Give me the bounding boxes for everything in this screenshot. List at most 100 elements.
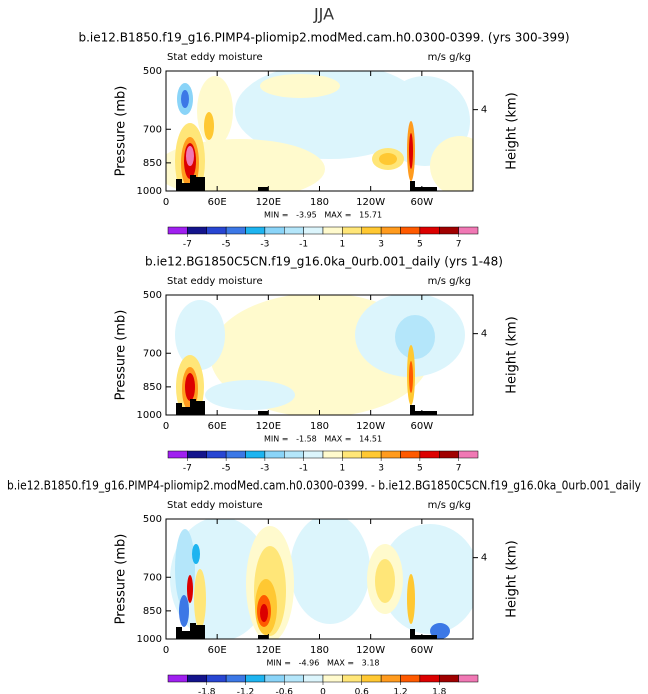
colorbar-label: -3 bbox=[260, 240, 269, 250]
y2-axis-label: Height (km) bbox=[505, 540, 520, 617]
colorbar-label: 3 bbox=[378, 240, 384, 250]
colorbar-box bbox=[206, 674, 227, 683]
x-tick-label: 60E bbox=[208, 421, 227, 432]
stats: MIN = -4.96 MAX = 3.18 bbox=[267, 659, 380, 668]
contour-field bbox=[175, 295, 465, 415]
colorbar-box bbox=[342, 674, 362, 683]
colorbar-label: 5 bbox=[417, 464, 423, 474]
y-tick-label: 500 bbox=[143, 290, 162, 301]
left-label: Stat eddy moisture bbox=[167, 500, 263, 511]
colorbar-box bbox=[361, 450, 382, 459]
y-axis-label: Pressure (mb) bbox=[114, 310, 129, 401]
x-tick-label: 60W bbox=[411, 197, 434, 208]
colorbar-box bbox=[400, 674, 421, 683]
colorbar-label: 1 bbox=[340, 240, 346, 250]
colorbar-box bbox=[167, 674, 188, 683]
colorbar-box bbox=[303, 450, 324, 459]
x-tick-label: 0 bbox=[163, 421, 169, 432]
colorbar-box bbox=[400, 450, 421, 459]
colorbar-label: 3 bbox=[378, 464, 384, 474]
colorbar-label: -3 bbox=[260, 464, 269, 474]
right-label: m/s g/kg bbox=[428, 500, 471, 511]
colorbar-box bbox=[225, 674, 246, 683]
y-axis-label: Pressure (mb) bbox=[114, 86, 129, 177]
colorbar-box bbox=[284, 226, 304, 235]
y-tick-label: 700 bbox=[143, 124, 162, 135]
panel-title: b.ie12.B1850.f19_g16.PIMP4-pliomip2.modM… bbox=[7, 479, 641, 493]
colorbar-box bbox=[419, 450, 440, 459]
y2-tick-label: 4 bbox=[481, 329, 487, 340]
colorbar-box bbox=[303, 226, 324, 235]
colorbar-label: 5 bbox=[417, 240, 423, 250]
colorbar-box bbox=[419, 226, 440, 235]
colorbar-box bbox=[264, 674, 285, 683]
colorbar-label: -1.2 bbox=[237, 688, 255, 694]
colorbar-label: 1.8 bbox=[432, 688, 447, 694]
x-tick-label: 180 bbox=[310, 421, 329, 432]
colorbar-box bbox=[206, 226, 227, 235]
colorbar-box bbox=[380, 450, 401, 459]
y-tick-label: 700 bbox=[143, 348, 162, 359]
x-tick-label: 120W bbox=[356, 197, 385, 208]
left-label: Stat eddy moisture bbox=[167, 276, 263, 287]
y-tick-label: 1000 bbox=[137, 186, 162, 197]
x-tick-label: 60E bbox=[208, 197, 227, 208]
stats: MIN = -3.95 MAX = 15.71 bbox=[264, 211, 382, 220]
y-tick-label: 850 bbox=[143, 606, 162, 617]
colorbar-label: -7 bbox=[183, 240, 192, 250]
x-tick-label: 180 bbox=[310, 197, 329, 208]
colorbar-box bbox=[303, 674, 324, 683]
x-tick-label: 0 bbox=[163, 197, 169, 208]
colorbar-box bbox=[361, 674, 382, 683]
figure-title: JJA bbox=[313, 5, 334, 24]
colorbar-box bbox=[225, 450, 246, 459]
colorbar-box bbox=[361, 226, 382, 235]
x-tick-label: 120W bbox=[356, 645, 385, 656]
colorbar-box bbox=[458, 450, 479, 459]
x-tick-label: 120W bbox=[356, 421, 385, 432]
colorbar-box bbox=[322, 226, 343, 235]
contour-field bbox=[170, 519, 473, 639]
y2-axis-label: Height (km) bbox=[505, 316, 520, 393]
colorbar-label: 1 bbox=[340, 464, 346, 474]
right-label: m/s g/kg bbox=[428, 52, 471, 63]
colorbar-box bbox=[439, 226, 459, 235]
colorbar-box bbox=[439, 674, 459, 683]
x-tick-label: 0 bbox=[163, 645, 169, 656]
colorbar-box bbox=[439, 450, 459, 459]
colorbar-label: -1 bbox=[299, 240, 308, 250]
stats: MIN = -1.58 MAX = 14.51 bbox=[264, 435, 382, 444]
x-tick-label: 120E bbox=[256, 645, 281, 656]
colorbar-label: 0 bbox=[320, 688, 326, 694]
y-tick-label: 850 bbox=[143, 382, 162, 393]
colorbar-box bbox=[187, 450, 207, 459]
colorbar-box bbox=[245, 674, 266, 683]
colorbar-box bbox=[400, 226, 421, 235]
y-tick-label: 500 bbox=[143, 514, 162, 525]
colorbar-label: 7 bbox=[456, 240, 462, 250]
colorbar-box bbox=[187, 674, 207, 683]
y2-tick-label: 4 bbox=[481, 553, 487, 564]
x-tick-label: 120E bbox=[256, 197, 281, 208]
colorbar-box bbox=[342, 450, 362, 459]
x-tick-label: 120E bbox=[256, 421, 281, 432]
y-tick-label: 500 bbox=[143, 66, 162, 77]
colorbar-box bbox=[245, 226, 266, 235]
panel-title: b.ie12.BG1850C5CN.f19_g16.0ka_0urb.001_d… bbox=[145, 255, 503, 269]
x-tick-label: 60W bbox=[411, 421, 434, 432]
panel-title: b.ie12.B1850.f19_g16.PIMP4-pliomip2.modM… bbox=[78, 31, 569, 45]
x-tick-label: 180 bbox=[310, 645, 329, 656]
colorbar-label: -1 bbox=[299, 464, 308, 474]
colorbar-label: -5 bbox=[222, 240, 231, 250]
colorbar-label: -5 bbox=[222, 464, 231, 474]
colorbar-box bbox=[206, 450, 227, 459]
y-tick-label: 1000 bbox=[137, 410, 162, 421]
y-tick-label: 1000 bbox=[137, 634, 162, 645]
colorbar-box bbox=[458, 226, 479, 235]
colorbar-box bbox=[284, 674, 304, 683]
y-tick-label: 700 bbox=[143, 572, 162, 583]
colorbar-label: 0.6 bbox=[355, 688, 370, 694]
colorbar-box bbox=[380, 226, 401, 235]
colorbar-label: -1.8 bbox=[198, 688, 216, 694]
